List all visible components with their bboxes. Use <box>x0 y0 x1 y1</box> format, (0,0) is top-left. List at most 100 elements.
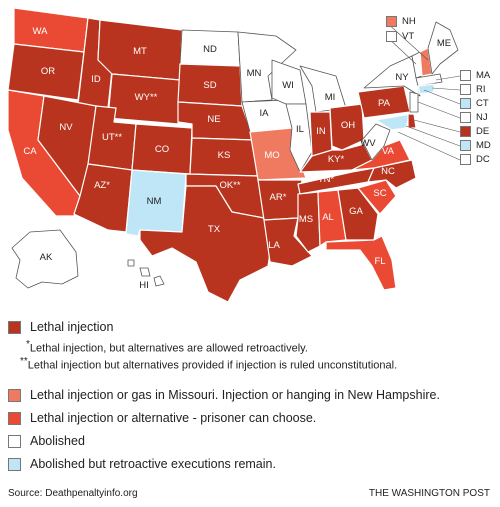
ne-key-DE-label: DE <box>476 126 490 137</box>
label-PA: PA <box>378 98 391 109</box>
label-AK: AK <box>40 252 53 263</box>
state-FL <box>325 235 397 291</box>
label-VA: VA <box>382 146 395 157</box>
us-map: WA OR CA ID NV MT WY** UT** AZ* CO NM ND… <box>7 7 461 303</box>
legend-note-2-text: Lethal injection but alternatives provid… <box>27 359 398 372</box>
ne-key-RI-swatch <box>460 84 471 95</box>
label-TN: TN* <box>318 174 335 185</box>
ne-key-DE-swatch <box>460 126 471 137</box>
ne-key-RI: RI <box>460 84 486 95</box>
label-NY: NY <box>395 72 409 83</box>
label-WV: WV <box>360 138 376 149</box>
label-SD: SD <box>203 80 216 91</box>
ne-key-RI-label: RI <box>476 84 486 95</box>
state-HI-3 <box>127 259 135 267</box>
label-AZ: AZ* <box>94 180 110 191</box>
legend-alternative-swatch <box>8 411 21 425</box>
label-OK: OK** <box>219 180 240 191</box>
ne-key-NH-label: NH <box>402 16 416 27</box>
label-LA: LA <box>268 240 280 251</box>
ne-key-NJ: NJ <box>460 112 488 123</box>
legend-retroactive-swatch <box>8 457 21 471</box>
source-credit: Source: Deathpenaltyinfo.org <box>8 488 138 499</box>
label-FL: FL <box>374 256 385 267</box>
label-ND: ND <box>203 44 217 55</box>
label-ID: ID <box>91 74 101 85</box>
ne-key-DC: DC <box>460 154 490 165</box>
label-UT: UT** <box>102 132 122 143</box>
state-MI <box>299 65 347 113</box>
ne-key-VT: VT <box>386 31 414 42</box>
ne-key-NJ-label: NJ <box>476 112 488 123</box>
state-WV <box>361 123 391 161</box>
label-MT: MT <box>133 46 147 57</box>
ne-key-CT-swatch <box>460 98 471 109</box>
label-WA: WA <box>33 26 49 37</box>
state-HI-2 <box>153 275 165 287</box>
legend-retroactive: Abolished but retroactive executions rem… <box>8 457 276 471</box>
ne-key-DC-label: DC <box>476 154 490 165</box>
label-WI: WI <box>282 80 294 91</box>
ne-key-VT-swatch <box>386 31 397 42</box>
state-MD-DE <box>375 113 411 131</box>
state-CT-RI <box>417 83 435 95</box>
label-IA: IA <box>260 108 270 119</box>
state-ME <box>427 21 459 75</box>
label-OH: OH <box>341 120 355 131</box>
ne-key-DC-swatch <box>460 154 471 165</box>
legend-abolished-swatch <box>8 434 21 448</box>
label-WY: WY** <box>135 92 158 103</box>
label-HI: HI <box>139 280 149 291</box>
state-OH <box>329 103 365 151</box>
state-HI-1 <box>139 267 151 277</box>
ne-key-MD: MD <box>460 140 491 151</box>
legend-alternative-label: Lethal injection or alternative - prison… <box>30 411 317 425</box>
label-TX: TX <box>208 224 221 235</box>
legend-note-1-text: Lethal injection, but alternatives are a… <box>29 342 308 355</box>
ne-key-MD-label: MD <box>476 140 491 151</box>
label-AL: AL <box>322 212 334 223</box>
legend-gas-swatch <box>8 388 21 402</box>
ne-key-NJ-swatch <box>460 112 471 123</box>
legend-note-2: **Lethal injection but alternatives prov… <box>20 356 398 372</box>
label-KS: KS <box>218 150 231 161</box>
label-AR: AR* <box>270 192 287 203</box>
ne-key-DE: DE <box>460 126 489 137</box>
label-KY: KY* <box>328 154 345 165</box>
publisher-credit: THE WASHINGTON POST <box>368 488 490 499</box>
state-GA <box>337 187 379 241</box>
state-TX <box>139 185 273 303</box>
state-NJ <box>409 91 419 113</box>
label-CO: CO <box>155 144 169 155</box>
legend-lethal-swatch <box>8 320 21 334</box>
legend-abolished: Abolished <box>8 434 85 448</box>
label-GA: GA <box>349 206 363 217</box>
legend-gas-label: Lethal injection or gas in Missouri. Inj… <box>30 388 440 402</box>
legend-retroactive-label: Abolished but retroactive executions rem… <box>30 457 276 471</box>
label-CA: CA <box>23 146 37 157</box>
label-NM: NM <box>147 196 162 207</box>
label-MO: MO <box>264 150 279 161</box>
legend-gas: Lethal injection or gas in Missouri. Inj… <box>8 388 440 402</box>
label-IN: IN <box>316 126 326 137</box>
legend-abolished-label: Abolished <box>30 434 85 448</box>
label-MI: MI <box>325 92 336 103</box>
state-MA <box>415 73 443 87</box>
ne-key-CT: CT <box>460 98 489 109</box>
state-AK <box>11 229 79 289</box>
label-IL: IL <box>296 124 304 135</box>
label-OR: OR <box>41 66 55 77</box>
label-MN: MN <box>247 68 262 79</box>
ne-key-MA-swatch <box>460 70 471 81</box>
label-MS: MS <box>299 214 313 225</box>
state-WY <box>107 73 181 125</box>
state-MN <box>237 31 297 103</box>
label-SC: SC <box>373 188 386 199</box>
legend-note-1: *Lethal injection, but alternatives are … <box>26 339 308 355</box>
ne-key-CT-label: CT <box>476 98 489 109</box>
state-SC <box>357 179 397 215</box>
label-NE: NE <box>207 114 220 125</box>
ne-key-MA: MA <box>460 70 490 81</box>
state-DE <box>407 113 417 129</box>
label-ME: ME <box>437 38 451 49</box>
